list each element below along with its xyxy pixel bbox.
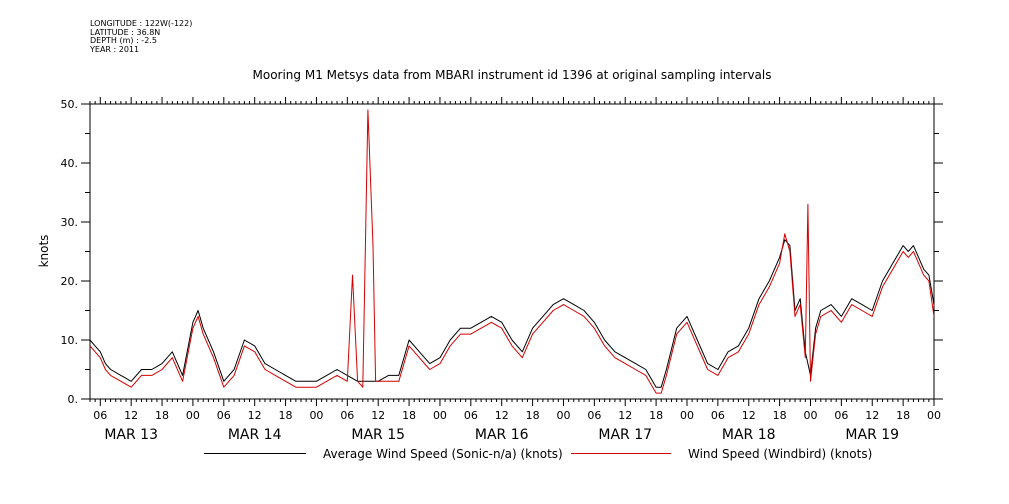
- metadata-block: LONGITUDE : 122W(-122) LATITUDE : 36.8N …: [90, 19, 193, 54]
- x-day-label: MAR 13: [104, 427, 158, 443]
- x-hour-label: 06: [464, 409, 478, 422]
- legend-swatch-windbird: [571, 453, 671, 454]
- x-day-label: MAR 18: [722, 427, 776, 443]
- x-hour-label: 06: [587, 409, 601, 422]
- legend-swatch-average: [204, 453, 306, 454]
- x-hour-label: 12: [124, 409, 138, 422]
- y-axis-label: knots: [37, 235, 51, 268]
- y-tick-labels: 0. 10. 20. 30. 40. 50.: [61, 98, 79, 406]
- y-tick-label: 30.: [61, 216, 79, 229]
- x-hour-label: 18: [773, 409, 787, 422]
- x-hour-label: 12: [865, 409, 879, 422]
- x-hour-label: 12: [248, 409, 262, 422]
- series-line-average-wind-speed: [89, 239, 935, 388]
- x-hour-label: 12: [742, 409, 756, 422]
- y-tick-label: 10.: [61, 334, 79, 347]
- x-hour-label: 18: [279, 409, 293, 422]
- plot-axes: [81, 97, 943, 406]
- x-hour-label: 18: [402, 409, 416, 422]
- x-hour-label: 06: [217, 409, 231, 422]
- series-line-windbird-wind-speed: [89, 109, 935, 394]
- latitude-text: LATITUDE : 36.8N: [90, 27, 161, 37]
- x-hour-label: 00: [309, 409, 323, 422]
- x-hour-label: 06: [711, 409, 725, 422]
- x-hour-label: 00: [186, 409, 200, 422]
- y-tick-label: 20.: [61, 275, 79, 288]
- x-hour-label: 18: [526, 409, 540, 422]
- x-hour-label: 06: [340, 409, 354, 422]
- x-day-label: MAR 14: [228, 427, 282, 443]
- longitude-text: LONGITUDE : 122W(-122): [90, 19, 193, 28]
- x-day-label: MAR 17: [598, 427, 652, 443]
- x-hour-label: 00: [927, 409, 941, 422]
- year-text: YEAR : 2011: [90, 44, 140, 54]
- x-hour-label: 00: [680, 409, 694, 422]
- y-tick-label: 40.: [61, 157, 79, 170]
- y-tick-label: 0.: [68, 393, 79, 406]
- x-day-label: MAR 15: [351, 427, 405, 443]
- y-tick-label: 50.: [61, 98, 79, 111]
- x-hour-label: 00: [803, 409, 817, 422]
- x-tick-labels: 06 12 18 00 06 12 18 00 06 12 18 00 06 12 18 00 06 12 18 00…: [93, 409, 941, 443]
- series-group: [89, 109, 935, 394]
- x-day-label: MAR 19: [845, 427, 899, 443]
- legend-label-windbird: Wind Speed (Windbird) (knots): [688, 447, 873, 461]
- x-hour-label: 18: [155, 409, 169, 422]
- depth-text: DEPTH (m) : -2.5: [90, 36, 157, 45]
- chart-title: Mooring M1 Metsys data from MBARI instru…: [252, 68, 772, 82]
- x-hour-label: 06: [834, 409, 848, 422]
- x-day-label: MAR 16: [475, 427, 529, 443]
- x-hour-label: 18: [896, 409, 910, 422]
- legend-label-average: Average Wind Speed (Sonic-n/a) (knots): [323, 447, 563, 461]
- x-hour-label: 12: [371, 409, 385, 422]
- x-hour-label: 00: [556, 409, 570, 422]
- x-hour-label: 00: [433, 409, 447, 422]
- x-hour-label: 12: [495, 409, 509, 422]
- x-hour-label: 06: [93, 409, 107, 422]
- x-hour-label: 12: [618, 409, 632, 422]
- x-hour-label: 18: [649, 409, 663, 422]
